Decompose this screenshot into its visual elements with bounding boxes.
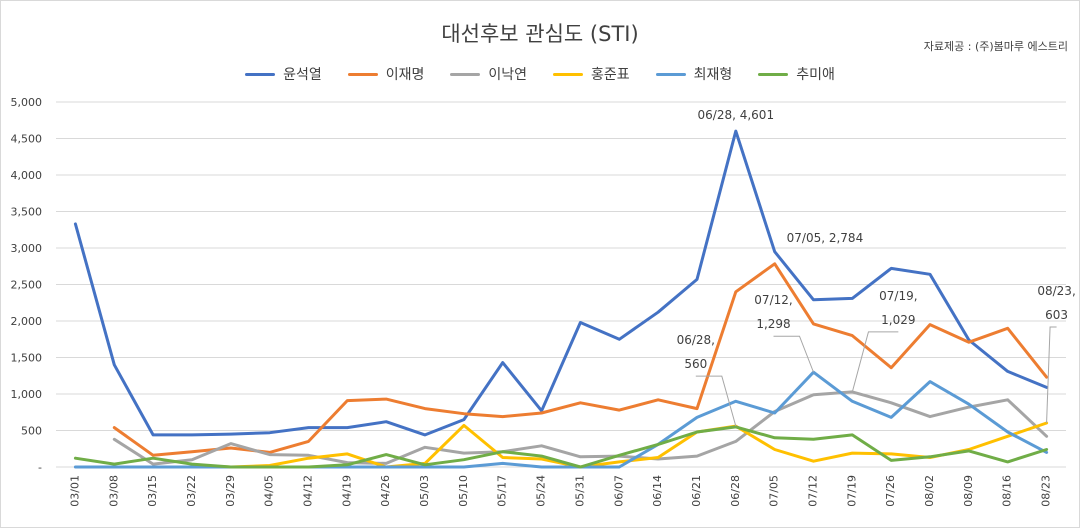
legend-label: 추미애 <box>796 67 835 83</box>
x-tick-label: 08/23 <box>1040 475 1053 507</box>
legend-label: 최재형 <box>693 67 733 83</box>
y-tick-label: 4,500 <box>11 133 43 146</box>
y-tick-label: 2,000 <box>11 315 43 328</box>
x-tick-label: 07/05 <box>768 475 781 507</box>
data-label: 1,298 <box>756 317 790 331</box>
annotation-leader <box>851 331 899 393</box>
x-tick-label: 05/10 <box>457 475 470 507</box>
legend-label: 이낙연 <box>488 67 527 83</box>
legend-item: 이낙연 <box>450 64 527 84</box>
data-label: 06/28, <box>677 333 715 347</box>
x-tick-label: 06/07 <box>612 475 625 507</box>
x-tick-label: 04/05 <box>263 475 276 507</box>
legend-swatch <box>245 72 276 76</box>
y-tick-label: 3,000 <box>11 242 43 255</box>
y-tick-label: 4,000 <box>11 169 43 182</box>
annotation-leader <box>695 375 737 427</box>
chart-title: 대선후보 관심도 (STI) <box>441 22 639 46</box>
legend-swatch <box>553 72 583 76</box>
x-tick-label: 04/19 <box>340 475 353 507</box>
series-line-이낙연 <box>112 390 1049 466</box>
source-note: 자료제공 : (주)봄마루 에스트리 <box>923 40 1068 53</box>
data-label: 560 <box>684 357 707 371</box>
legend-label: 윤석열 <box>283 67 322 83</box>
y-tick-label: 2,500 <box>11 279 43 292</box>
annotation-leader <box>773 335 814 373</box>
legend-swatch <box>347 72 378 76</box>
legend-item: 추미애 <box>758 64 835 84</box>
legend: 윤석열 이재명 이낙연 홍준표 최재형 추미애 <box>0 64 1080 84</box>
series-line-추미애 <box>73 425 1049 469</box>
data-label: 07/19, <box>879 289 917 303</box>
legend-swatch <box>655 72 686 76</box>
series-line-이재명 <box>112 262 1049 457</box>
x-tick-label: 08/02 <box>923 475 936 507</box>
x-tick-label: 03/29 <box>224 475 237 507</box>
x-tick-label: 07/19 <box>845 475 858 507</box>
x-tick-label: 05/31 <box>573 475 586 507</box>
annotation-leader <box>1046 326 1057 423</box>
x-tick-label: 03/22 <box>185 475 198 507</box>
series-line-윤석열 <box>73 129 1049 437</box>
x-tick-label: 04/12 <box>302 475 315 507</box>
legend-item: 이재명 <box>347 64 425 84</box>
x-tick-label: 05/03 <box>418 475 431 507</box>
y-tick-label: 3,500 <box>11 206 43 219</box>
x-tick-label: 07/26 <box>884 475 897 507</box>
x-tick-label: 06/14 <box>651 475 664 507</box>
x-tick-label: 06/21 <box>690 475 703 507</box>
legend-item: 최재형 <box>655 64 733 84</box>
legend-item: 윤석열 <box>245 64 322 84</box>
y-tick-label: 5,000 <box>11 96 43 109</box>
legend-swatch <box>758 72 789 76</box>
data-label: 1,029 <box>881 313 915 327</box>
x-tick-label: 06/28 <box>729 475 742 507</box>
series-line-홍준표 <box>190 421 1049 469</box>
x-tick-label: 03/15 <box>146 475 159 507</box>
data-label: 06/28, 4,601 <box>698 108 775 122</box>
y-tick-label: 1,500 <box>11 352 43 365</box>
x-tick-label: 05/24 <box>535 475 548 507</box>
data-label: 07/12, <box>754 293 792 307</box>
y-tick-label: 500 <box>21 425 42 438</box>
x-tick-label: 05/17 <box>496 475 509 507</box>
legend-label: 홍준표 <box>591 67 630 83</box>
x-tick-label: 03/01 <box>68 475 81 507</box>
legend-item: 홍준표 <box>553 64 630 84</box>
data-label: 603 <box>1045 308 1068 322</box>
legend-swatch <box>450 72 481 76</box>
x-tick-label: 03/08 <box>107 475 120 507</box>
y-tick-label: - <box>38 461 42 474</box>
x-tick-label: 07/12 <box>807 475 820 507</box>
x-tick-label: 08/16 <box>1001 475 1014 507</box>
data-label: 07/05, 2,784 <box>787 231 864 245</box>
x-tick-label: 04/26 <box>379 475 392 507</box>
legend-label: 이재명 <box>385 67 425 83</box>
y-tick-label: 1,000 <box>11 388 43 401</box>
data-label: 08/23, <box>1037 284 1075 298</box>
x-tick-label: 08/09 <box>962 475 975 507</box>
